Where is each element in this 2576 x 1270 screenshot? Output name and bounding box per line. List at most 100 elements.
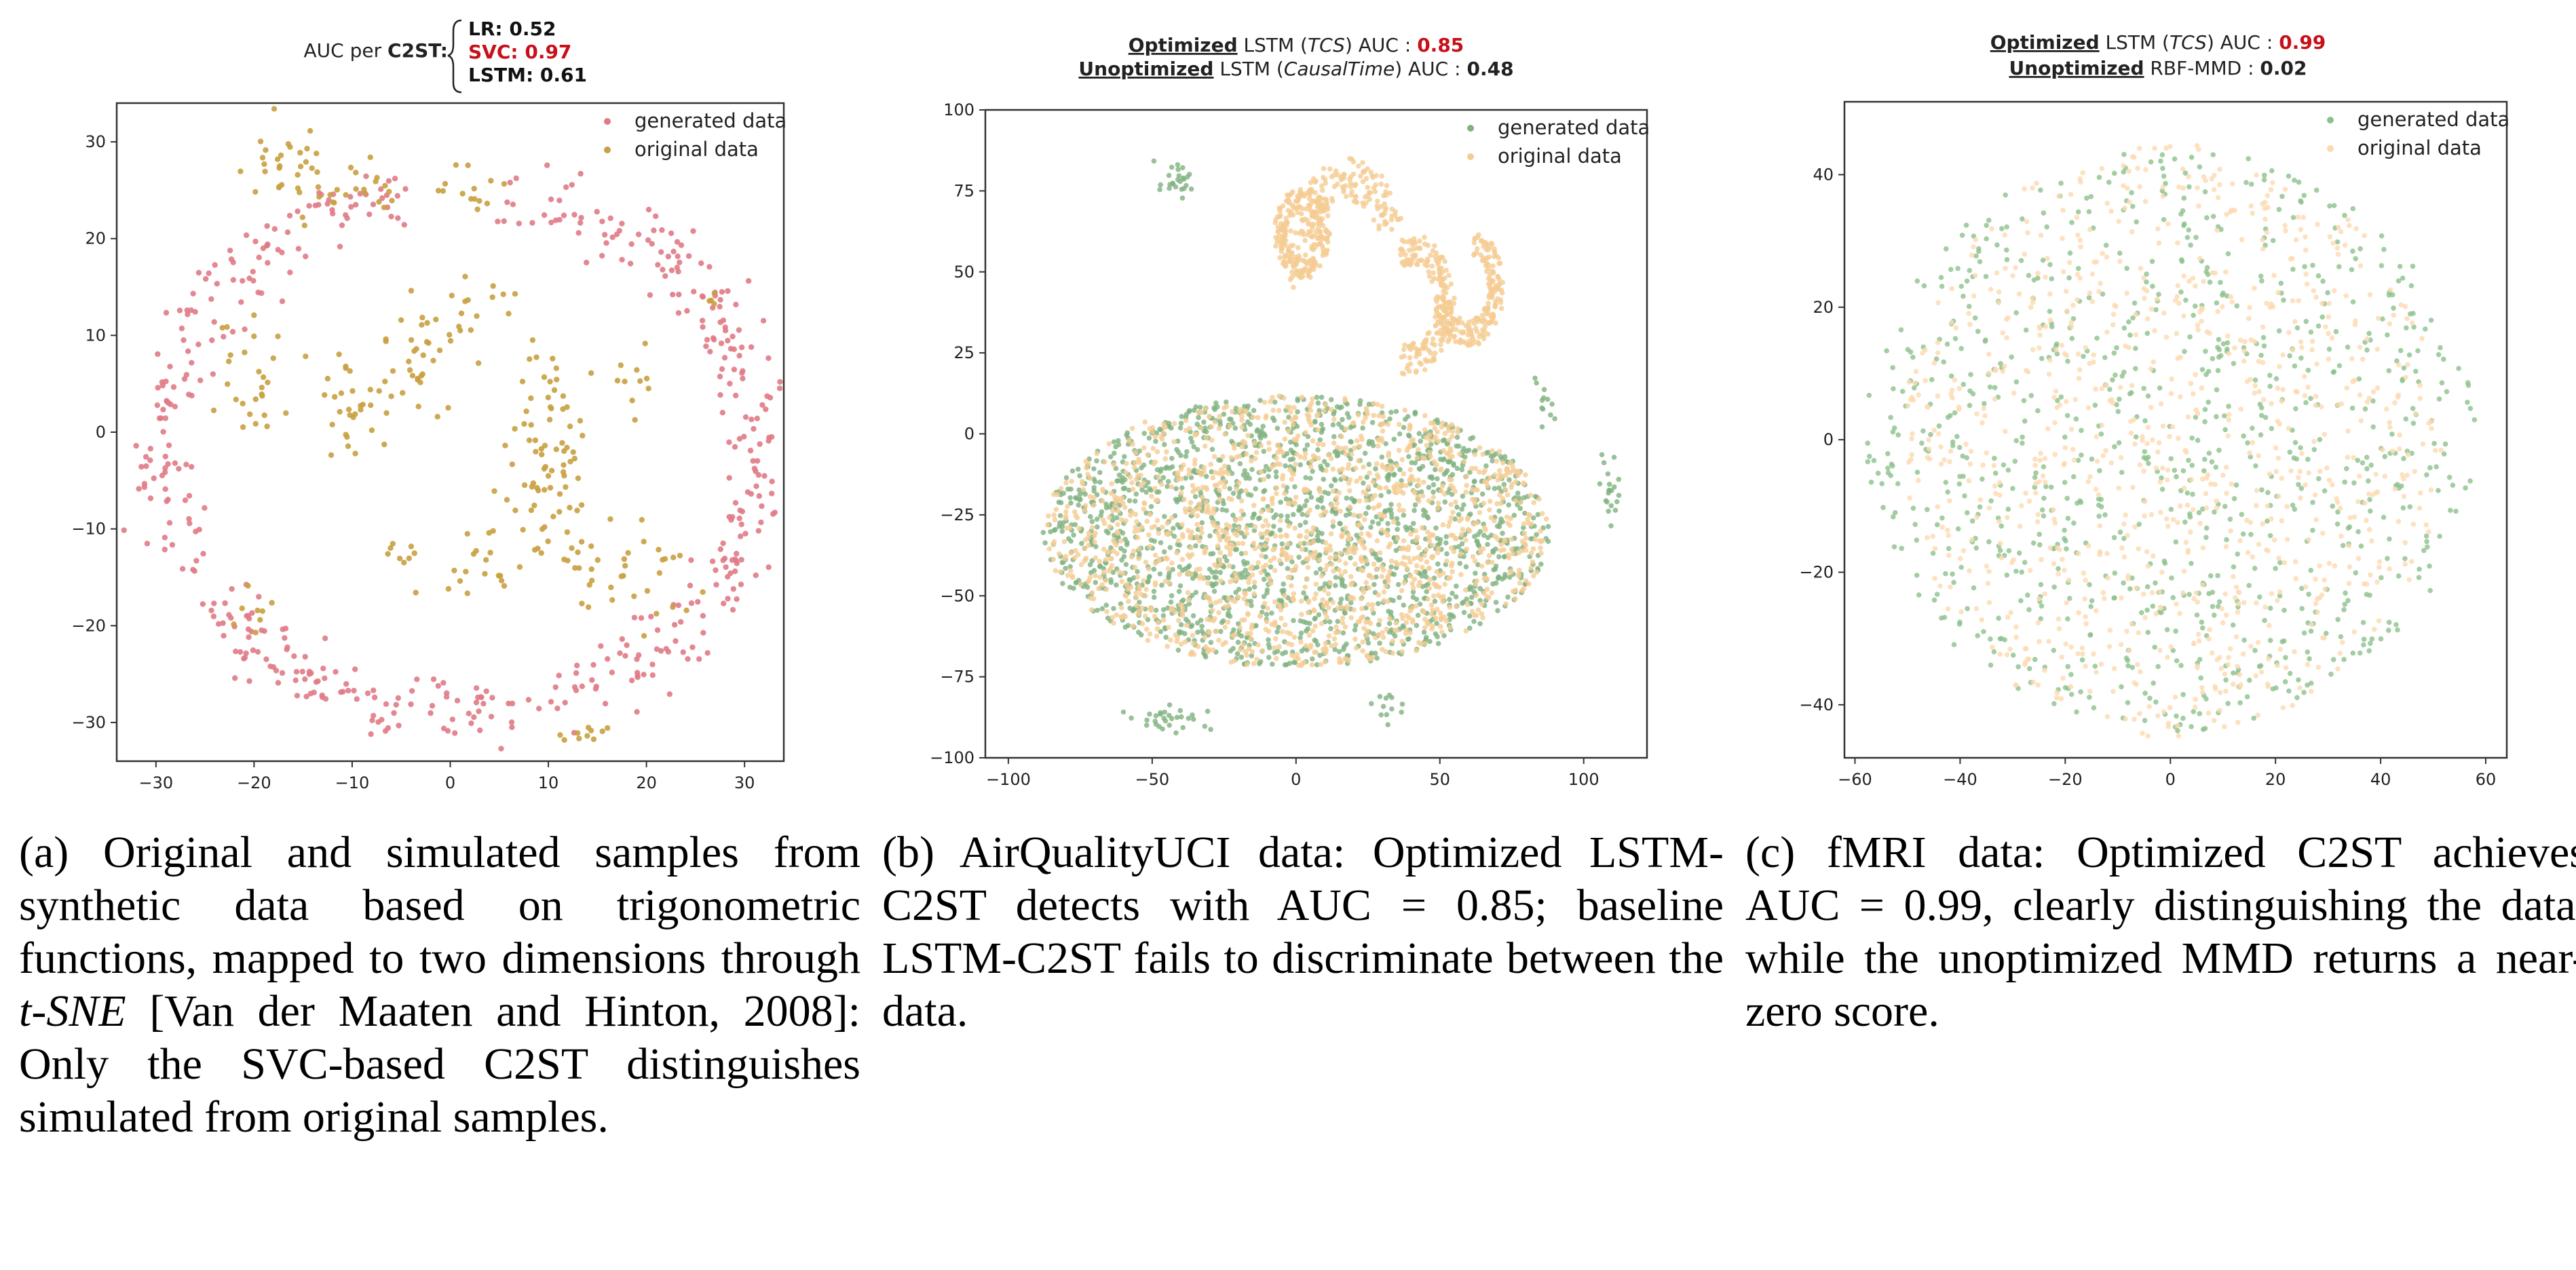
data-point (279, 298, 286, 305)
data-point (336, 351, 342, 358)
data-point (1175, 541, 1181, 547)
data-point (1506, 555, 1512, 561)
data-point (1387, 190, 1393, 196)
data-point (1184, 449, 1190, 455)
data-point (1360, 200, 1365, 206)
data-point (541, 465, 548, 472)
data-point (1399, 237, 1405, 243)
data-point (347, 193, 354, 200)
data-point (1075, 552, 1081, 558)
data-point (649, 672, 656, 678)
data-point (1410, 256, 1416, 263)
data-point (1119, 557, 1124, 563)
data-point (1124, 542, 1130, 547)
data-point (1243, 526, 1249, 531)
data-point (1276, 214, 1283, 220)
data-point (1322, 581, 1328, 587)
data-point (1375, 198, 1380, 204)
data-point (2248, 454, 2253, 460)
data-point (1307, 269, 1312, 274)
data-point (488, 178, 494, 184)
data-point (1431, 420, 1437, 426)
data-point (190, 566, 196, 573)
data-point (1432, 425, 1438, 431)
data-point (1277, 527, 1283, 533)
data-point (1303, 628, 1309, 634)
data-point (1438, 595, 1444, 600)
data-point (1517, 499, 1523, 505)
data-point (506, 700, 512, 707)
data-point (388, 214, 394, 220)
data-point (1612, 484, 1617, 490)
data-point (1379, 404, 1385, 409)
data-point (1321, 166, 1327, 172)
data-point (1190, 640, 1196, 647)
data-point (279, 670, 286, 676)
data-point (1446, 273, 1452, 278)
data-point (387, 545, 394, 551)
data-point (1399, 478, 1404, 484)
data-point (488, 714, 495, 720)
data-point (415, 404, 421, 410)
data-point (1597, 481, 1603, 486)
data-point (1414, 623, 1420, 628)
data-point (605, 725, 611, 731)
data-point (694, 598, 701, 605)
data-point (1416, 554, 1421, 560)
data-point (1292, 484, 1298, 490)
data-point (1388, 501, 1394, 507)
data-point (2111, 350, 2117, 356)
data-point (1369, 701, 1374, 706)
data-point (1209, 424, 1215, 429)
data-point (1426, 273, 1433, 280)
data-point (1248, 630, 1253, 636)
data-point (2320, 278, 2326, 284)
data-point (1442, 581, 1447, 587)
data-point (424, 320, 430, 326)
data-point (1378, 493, 1384, 499)
data-point (1428, 442, 1434, 447)
data-point (1501, 482, 1507, 487)
data-point (430, 676, 437, 682)
data-point (1333, 505, 1339, 512)
data-point (1296, 204, 1302, 209)
data-point (1149, 493, 1154, 499)
data-point (1374, 461, 1380, 467)
data-point (1126, 577, 1132, 583)
data-point (1498, 476, 1503, 481)
data-point (468, 196, 474, 202)
data-point (1071, 532, 1076, 538)
data-point (1417, 466, 1423, 472)
data-point (545, 394, 551, 401)
data-point (685, 253, 692, 259)
data-point (579, 600, 585, 607)
data-point (1161, 716, 1167, 721)
data-point (1132, 528, 1137, 535)
data-point (1207, 533, 1213, 539)
data-point (1089, 519, 1095, 524)
data-point (1448, 545, 1454, 551)
data-point (644, 588, 651, 594)
data-point (411, 550, 417, 556)
data-point (1114, 515, 1120, 520)
data-point (643, 375, 650, 382)
data-point (1531, 500, 1536, 505)
data-point (1208, 727, 1213, 732)
data-point (1455, 426, 1460, 431)
data-point (2260, 334, 2267, 341)
data-point (1136, 528, 1142, 533)
data-point (353, 186, 359, 192)
data-point (1239, 424, 1245, 430)
data-point (1258, 469, 1264, 475)
data-point (1173, 184, 1179, 190)
data-point (1290, 456, 1296, 462)
data-point (1317, 229, 1323, 235)
data-point (1460, 493, 1466, 499)
data-point (1348, 184, 1354, 189)
data-point (513, 175, 519, 181)
data-point (1438, 488, 1444, 494)
data-point (2349, 405, 2355, 411)
data-point (1162, 465, 1169, 472)
data-point (240, 424, 246, 430)
data-point (1089, 590, 1095, 596)
